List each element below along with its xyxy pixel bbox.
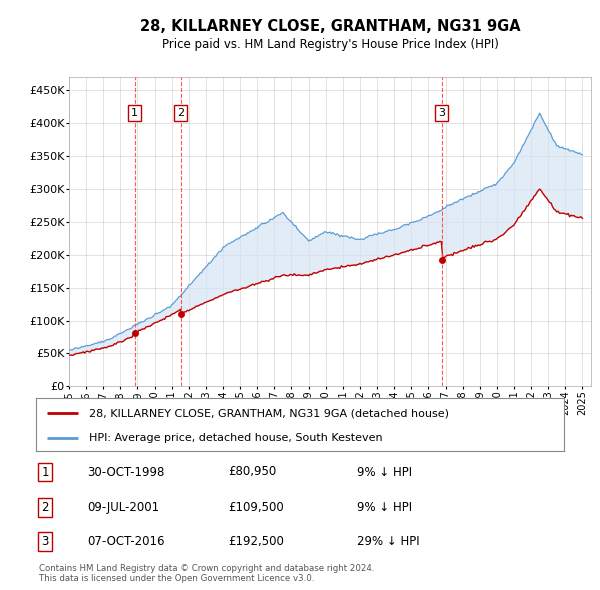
Text: 1: 1 (41, 466, 49, 478)
Text: 28, KILLARNEY CLOSE, GRANTHAM, NG31 9GA: 28, KILLARNEY CLOSE, GRANTHAM, NG31 9GA (140, 19, 520, 34)
Text: 09-JUL-2001: 09-JUL-2001 (87, 501, 159, 514)
Text: 29% ↓ HPI: 29% ↓ HPI (357, 535, 419, 548)
Text: Contains HM Land Registry data © Crown copyright and database right 2024.
This d: Contains HM Land Registry data © Crown c… (39, 563, 374, 583)
Text: Price paid vs. HM Land Registry's House Price Index (HPI): Price paid vs. HM Land Registry's House … (161, 38, 499, 51)
Text: 28, KILLARNEY CLOSE, GRANTHAM, NG31 9GA (detached house): 28, KILLARNEY CLOSE, GRANTHAM, NG31 9GA … (89, 408, 449, 418)
Text: 2: 2 (41, 501, 49, 514)
Text: 2: 2 (177, 108, 184, 118)
Text: 3: 3 (41, 535, 49, 548)
Text: HPI: Average price, detached house, South Kesteven: HPI: Average price, detached house, Sout… (89, 433, 382, 443)
Text: 30-OCT-1998: 30-OCT-1998 (87, 466, 164, 478)
Text: 07-OCT-2016: 07-OCT-2016 (87, 535, 164, 548)
Text: 9% ↓ HPI: 9% ↓ HPI (357, 466, 412, 478)
Text: £192,500: £192,500 (228, 535, 284, 548)
Text: £80,950: £80,950 (228, 466, 276, 478)
Text: 1: 1 (131, 108, 138, 118)
Text: 9% ↓ HPI: 9% ↓ HPI (357, 501, 412, 514)
Text: £109,500: £109,500 (228, 501, 284, 514)
Text: 3: 3 (438, 108, 445, 118)
